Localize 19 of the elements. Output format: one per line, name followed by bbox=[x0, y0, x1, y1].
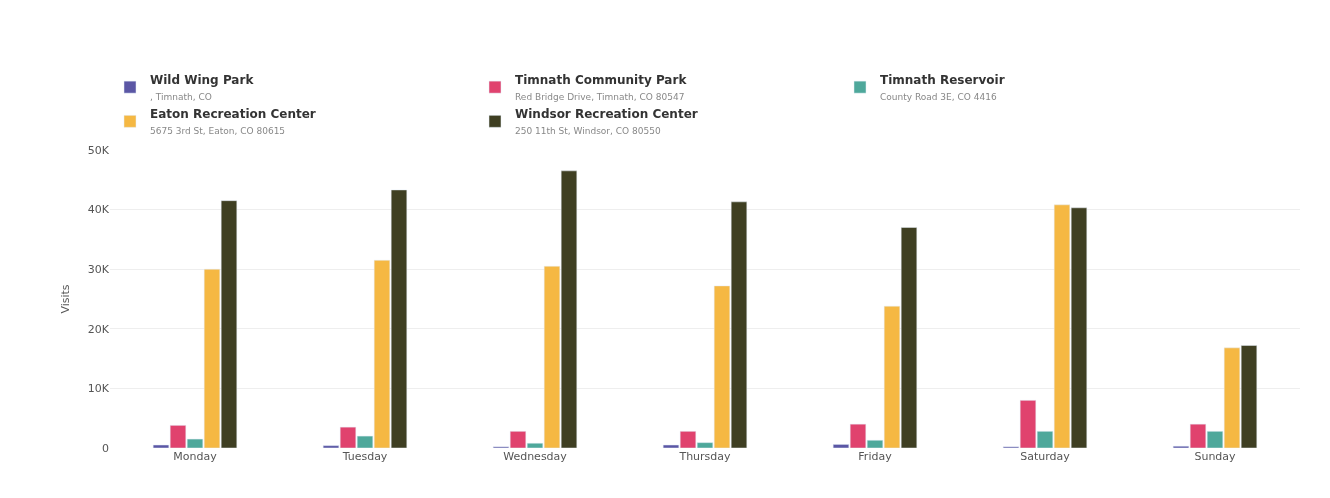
x-tick-label: Wednesday bbox=[503, 450, 568, 463]
x-tick-label: Friday bbox=[858, 450, 893, 463]
y-axis-title: Visits bbox=[59, 284, 73, 314]
y-tick-label: 20K bbox=[87, 322, 110, 336]
x-tick-label: Tuesday bbox=[341, 450, 388, 463]
y-tick-label: 10K bbox=[87, 382, 110, 396]
y-tick-label: 50K bbox=[87, 143, 110, 157]
legend-label: Wild Wing Park , Timnath, CO bbox=[150, 73, 255, 102]
legend-label: Timnath Community Park Red Bridge Drive, Timnath, CO 80547 bbox=[515, 73, 688, 102]
x-tick-label: Sunday bbox=[1194, 450, 1237, 463]
y-tick-label: 40K bbox=[87, 203, 110, 217]
x-tick-label: Thursday bbox=[678, 450, 732, 463]
legend-label: Windsor Recreation Center 250 11th St, Windsor, CO 80550 bbox=[515, 107, 698, 136]
x-tick-label: Monday bbox=[173, 450, 218, 463]
legend-label: Eaton Recreation Center 5675 3rd St, Eaton, CO 80615 bbox=[150, 107, 316, 136]
x-tick-label: Saturday bbox=[1020, 450, 1071, 463]
y-tick-label: 30K bbox=[87, 263, 110, 277]
legend-label: Timnath Reservoir County Road 3E, CO 4416 bbox=[880, 73, 1005, 102]
y-tick-label: 0 bbox=[102, 441, 109, 455]
